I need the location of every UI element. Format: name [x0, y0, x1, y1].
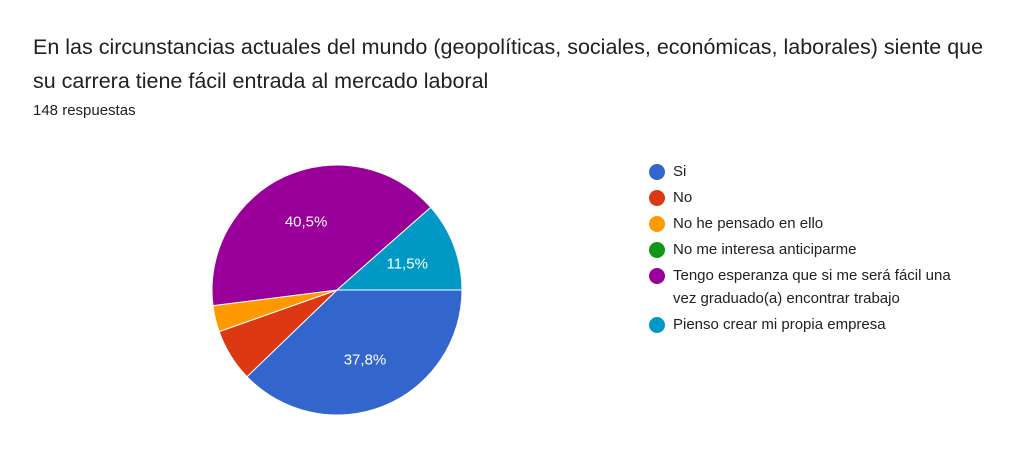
- legend-item-0[interactable]: Si: [649, 162, 686, 183]
- legend-label: Tengo esperanza que si me será fácil una…: [673, 267, 951, 307]
- legend-label: No: [673, 189, 693, 206]
- pie-data-label-0: 37,8%: [344, 352, 387, 369]
- legend-item-3[interactable]: No me interesa anticiparme: [649, 240, 856, 261]
- response-count: 148 respuestas: [33, 102, 136, 119]
- pie-slice-5[interactable]: [335, 206, 463, 291]
- legend-swatch-icon: [649, 216, 665, 232]
- pie-data-label-5: 11,5%: [386, 256, 427, 273]
- pie-data-label-4: 40,5%: [285, 214, 328, 231]
- legend-label: Si: [673, 163, 687, 180]
- legend-swatch-icon: [649, 268, 665, 284]
- legend-label: No me interesa anticiparme: [673, 241, 857, 258]
- chart-title: En las circunstancias actuales del mundo…: [33, 35, 984, 93]
- legend-label: No he pensado en ello: [673, 215, 824, 232]
- legend-swatch-icon: [649, 190, 665, 206]
- legend-item-4[interactable]: Tengo esperanza que si me será fácil una…: [649, 266, 973, 310]
- legend-swatch-icon: [649, 317, 665, 333]
- legend-swatch-icon: [649, 242, 665, 258]
- legend-swatch-icon: [649, 164, 665, 180]
- legend-label: Pienso crear mi propia empresa: [673, 316, 886, 333]
- pie-slice-0[interactable]: [246, 289, 463, 416]
- legend-item-1[interactable]: No: [649, 188, 692, 209]
- legend-item-2[interactable]: No he pensado en ello: [649, 214, 823, 235]
- pie-slice-4[interactable]: [211, 164, 432, 307]
- legend-item-5[interactable]: Pienso crear mi propia empresa: [649, 315, 886, 336]
